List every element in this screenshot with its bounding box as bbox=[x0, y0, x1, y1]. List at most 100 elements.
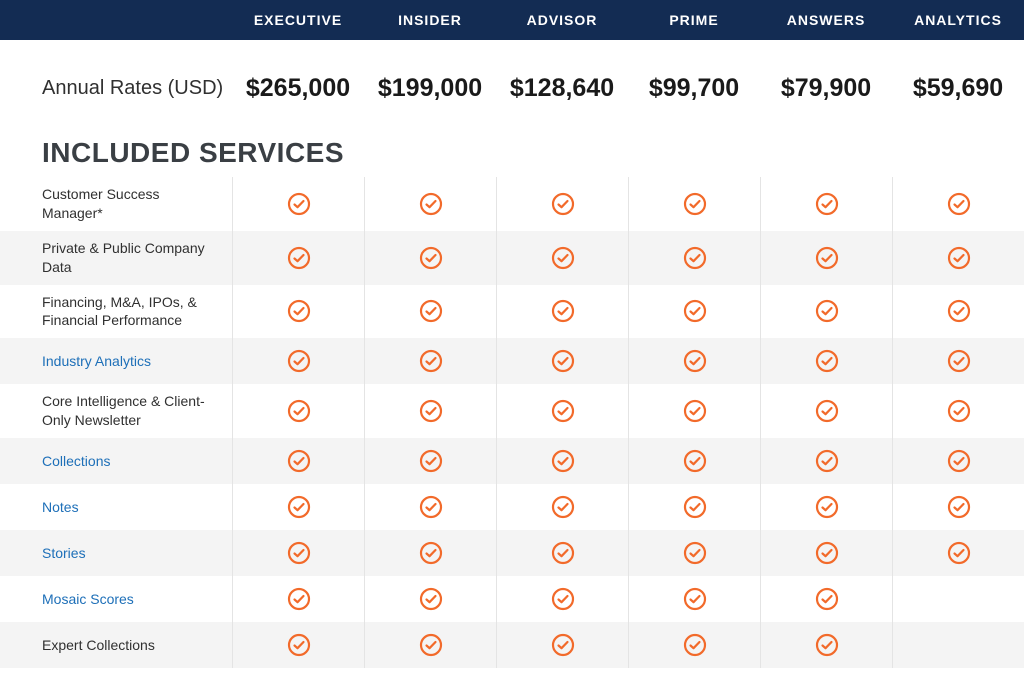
feature-cell bbox=[628, 338, 760, 384]
feature-cell bbox=[760, 231, 892, 285]
check-icon bbox=[287, 192, 311, 216]
feature-cell bbox=[628, 622, 760, 668]
check-icon bbox=[551, 399, 575, 423]
feature-label: Core Intelligence & Client-Only Newslett… bbox=[0, 384, 232, 438]
feature-cell bbox=[760, 384, 892, 438]
check-icon bbox=[551, 495, 575, 519]
check-icon bbox=[551, 633, 575, 657]
section-title: INCLUDED SERVICES bbox=[0, 131, 1024, 177]
feature-row: Mosaic Scores bbox=[0, 576, 1024, 622]
feature-cell bbox=[496, 231, 628, 285]
check-icon bbox=[287, 633, 311, 657]
feature-label-link[interactable]: Industry Analytics bbox=[0, 344, 232, 379]
feature-cell bbox=[892, 438, 1024, 484]
feature-cell bbox=[628, 576, 760, 622]
feature-cell bbox=[232, 484, 364, 530]
feature-row: Expert Collections bbox=[0, 622, 1024, 668]
check-icon bbox=[419, 541, 443, 565]
feature-cell bbox=[364, 384, 496, 438]
plan-header: ANSWERS bbox=[760, 12, 892, 28]
check-icon bbox=[947, 449, 971, 473]
plan-header: EXECUTIVE bbox=[232, 12, 364, 28]
check-icon bbox=[815, 299, 839, 323]
feature-cell bbox=[364, 484, 496, 530]
feature-cell bbox=[232, 622, 364, 668]
check-icon bbox=[815, 349, 839, 373]
feature-cell bbox=[364, 177, 496, 231]
feature-cell bbox=[760, 484, 892, 530]
feature-cell bbox=[364, 576, 496, 622]
feature-row: Notes bbox=[0, 484, 1024, 530]
feature-cell bbox=[892, 338, 1024, 384]
check-icon bbox=[287, 299, 311, 323]
check-icon bbox=[551, 192, 575, 216]
check-icon bbox=[683, 495, 707, 519]
check-icon bbox=[419, 587, 443, 611]
feature-cell bbox=[496, 576, 628, 622]
check-icon bbox=[419, 192, 443, 216]
feature-label-link[interactable]: Mosaic Scores bbox=[0, 582, 232, 617]
feature-cell bbox=[892, 576, 1024, 622]
plan-header: ADVISOR bbox=[496, 12, 628, 28]
check-icon bbox=[947, 541, 971, 565]
check-icon bbox=[551, 349, 575, 373]
check-icon bbox=[419, 633, 443, 657]
check-icon bbox=[815, 541, 839, 565]
check-icon bbox=[815, 246, 839, 270]
features-table: Customer Success Manager* Private & Publ… bbox=[0, 177, 1024, 668]
feature-cell bbox=[364, 438, 496, 484]
annual-rates-label: Annual Rates (USD) bbox=[0, 76, 232, 101]
feature-row: Stories bbox=[0, 530, 1024, 576]
feature-label: Private & Public Company Data bbox=[0, 231, 232, 285]
feature-cell bbox=[892, 285, 1024, 339]
feature-cell bbox=[496, 384, 628, 438]
feature-cell bbox=[232, 338, 364, 384]
feature-cell bbox=[364, 338, 496, 384]
check-icon bbox=[815, 192, 839, 216]
check-icon bbox=[683, 587, 707, 611]
check-icon bbox=[287, 449, 311, 473]
feature-cell bbox=[364, 231, 496, 285]
check-icon bbox=[551, 587, 575, 611]
check-icon bbox=[683, 349, 707, 373]
feature-cell bbox=[496, 177, 628, 231]
feature-cell bbox=[496, 484, 628, 530]
feature-cell bbox=[760, 438, 892, 484]
feature-label-link[interactable]: Collections bbox=[0, 444, 232, 479]
feature-cell bbox=[496, 622, 628, 668]
feature-label-link[interactable]: Notes bbox=[0, 490, 232, 525]
check-icon bbox=[947, 192, 971, 216]
feature-row: Customer Success Manager* bbox=[0, 177, 1024, 231]
check-icon bbox=[551, 449, 575, 473]
feature-cell bbox=[760, 177, 892, 231]
feature-cell bbox=[628, 484, 760, 530]
check-icon bbox=[947, 246, 971, 270]
check-icon bbox=[287, 587, 311, 611]
check-icon bbox=[683, 299, 707, 323]
plan-header-row: EXECUTIVE INSIDER ADVISOR PRIME ANSWERS … bbox=[0, 0, 1024, 40]
check-icon bbox=[815, 449, 839, 473]
check-icon bbox=[287, 246, 311, 270]
plan-header: ANALYTICS bbox=[892, 12, 1024, 28]
feature-cell bbox=[760, 576, 892, 622]
feature-cell bbox=[760, 530, 892, 576]
plan-rate: $128,640 bbox=[496, 74, 628, 103]
feature-label-link[interactable]: Stories bbox=[0, 536, 232, 571]
feature-cell bbox=[364, 285, 496, 339]
check-icon bbox=[947, 399, 971, 423]
feature-cell bbox=[892, 484, 1024, 530]
feature-cell bbox=[628, 285, 760, 339]
feature-cell bbox=[232, 384, 364, 438]
check-icon bbox=[287, 399, 311, 423]
check-icon bbox=[287, 541, 311, 565]
feature-cell bbox=[496, 530, 628, 576]
check-icon bbox=[815, 399, 839, 423]
check-icon bbox=[683, 246, 707, 270]
plan-rate: $265,000 bbox=[232, 74, 364, 103]
check-icon bbox=[551, 246, 575, 270]
check-icon bbox=[683, 449, 707, 473]
feature-cell bbox=[760, 622, 892, 668]
feature-row: Core Intelligence & Client-Only Newslett… bbox=[0, 384, 1024, 438]
feature-row: Industry Analytics bbox=[0, 338, 1024, 384]
check-icon bbox=[551, 541, 575, 565]
